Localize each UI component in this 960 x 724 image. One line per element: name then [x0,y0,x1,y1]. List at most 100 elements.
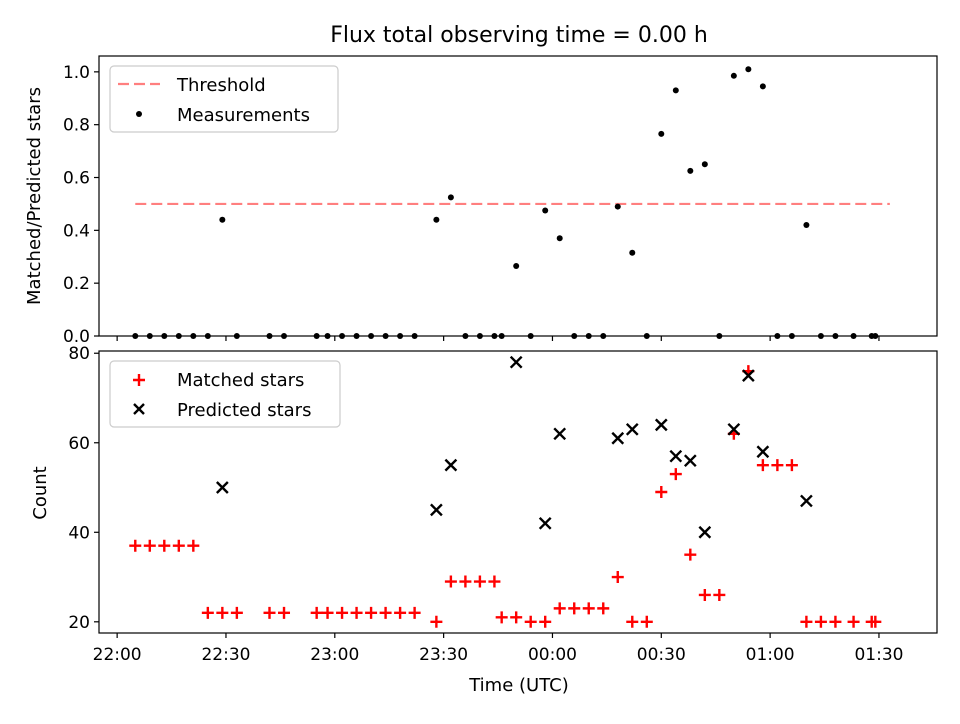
matched-star-marker [582,602,595,615]
predicted-star-marker [742,369,755,382]
matched-star-marker [539,615,552,628]
predicted-star-marker [625,422,639,436]
matched-star-marker [524,615,537,628]
measurement-point [542,207,549,214]
bottom-panel: 20 40 60 80 22:00 22:30 23:00 23:30 00:00 00:30 0… [30,344,938,696]
matched-star-marker [263,606,276,619]
measurement-point [658,130,665,137]
legend-threshold-label: Threshold [176,75,266,96]
measurement-point [233,333,240,339]
measurement-point [585,333,592,339]
measurement-point [397,333,404,339]
legend-predicted-swatch [133,403,145,415]
figure-title: Flux total observing time = 0.00 h [330,23,708,48]
measurement-point [447,194,454,201]
matched-star-marker [626,615,639,628]
measurement-point [513,263,520,269]
measurement-point [803,222,810,229]
matched-star-marker [310,606,323,619]
legend-predicted-label: Predicted stars [177,400,311,421]
measurement-point [759,83,766,90]
measurement-point [281,333,288,339]
measurement-point [687,167,694,174]
top-y-axis-label: Matched/Predicted stars [24,87,45,305]
matched-star-marker [495,611,508,624]
top-plot-frame [98,55,938,337]
matched-star-marker [713,588,726,601]
matched-star-marker [379,606,392,619]
predicted-star-marker [727,422,741,436]
top-legend: Threshold Measurements [109,65,339,133]
measurement-point [701,161,708,168]
measurement-point [716,333,723,339]
matched-star-marker [640,615,653,628]
measurement-point [745,66,752,73]
measurement-point [774,333,781,339]
matched-star-marker [365,606,378,619]
matched-star-marker [829,615,842,628]
predicted-star-marker [800,494,813,508]
matched-star-marker [568,602,581,615]
x-tick-label: 01:00 [746,645,795,665]
x-tick-label: 00:00 [528,645,577,665]
matched-star-marker [336,606,349,619]
measurement-point [498,333,505,339]
matched-star-marker [785,459,798,472]
measurement-point [353,333,360,339]
measurement-point [629,249,636,256]
matched-star-marker [510,611,523,624]
matched-star-marker [216,606,229,619]
measurement-point [672,87,679,94]
top-y-tick-label: 1.0 [63,63,90,83]
matched-star-marker [684,548,697,561]
measurement-point [491,333,498,339]
predicted-star-marker [669,449,683,463]
measurement-point [339,333,346,339]
legend-matched-swatch [133,374,145,386]
matched-star-marker [473,575,486,588]
matched-star-marker [814,615,827,628]
legend-matched-label: Matched stars [177,370,304,391]
measurement-point [368,333,375,339]
matched-star-marker [444,575,457,588]
measurement-point [161,333,168,339]
measurement-point [175,333,182,339]
bottom-plot-frame [98,350,938,634]
measurement-point [832,333,839,339]
bottom-y-tick-label: 80 [68,344,90,364]
matched-star-marker [611,571,624,584]
measurement-point [600,333,607,339]
measurement-point [219,216,226,223]
measurement-point [730,72,737,79]
top-legend-box [109,65,339,133]
matched-star-marker [172,539,185,552]
matched-star-marker [771,459,784,472]
bottom-legend: Matched stars Predicted stars [109,360,341,428]
matched-star-marker [800,615,813,628]
matched-star-marker [669,468,682,481]
predicted-star-marker [654,418,668,432]
x-axis-label: Time (UTC) [468,675,569,696]
matched-star-marker [187,539,200,552]
matched-star-marker [201,606,214,619]
measurement-point [382,333,389,339]
measurement-point [571,333,578,339]
matched-star-marker [756,459,769,472]
matched-star-marker [230,606,243,619]
top-y-tick-label: 0.4 [63,221,90,241]
matched-star-marker [847,615,860,628]
x-tick-label: 01:30 [854,645,903,665]
predicted-star-marker [444,458,458,472]
predicted-star-marker [538,516,552,530]
matched-star-marker [553,602,566,615]
matched-star-marker [869,615,882,628]
predicted-star-marker [430,503,443,517]
matched-star-marker [158,539,171,552]
measurement-point [204,333,211,339]
bottom-y-tick-label: 40 [68,523,90,543]
predicted-star-marker [509,355,523,369]
measurement-point [817,333,824,339]
matched-star-marker [655,486,668,498]
top-y-tick-label: 0.2 [63,274,90,294]
